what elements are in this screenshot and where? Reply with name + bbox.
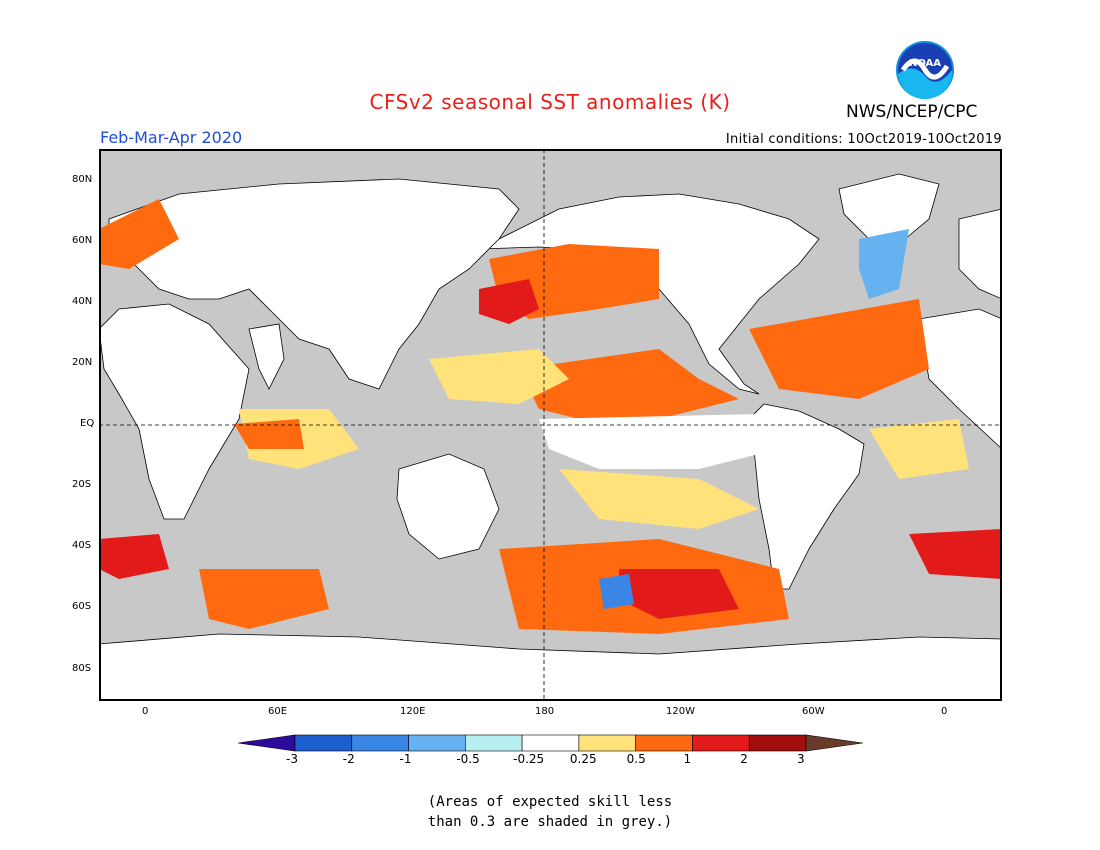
lat-label-80s: 80S bbox=[72, 663, 92, 674]
colorbar-tick-label: 1 bbox=[683, 752, 692, 766]
antarctica bbox=[99, 633, 1002, 701]
patch-eq-pacific-warm bbox=[519, 349, 739, 419]
africa-right bbox=[918, 308, 1002, 450]
patch-s-indian-warm bbox=[199, 569, 329, 629]
patch-subtrop-pacific-yellow bbox=[429, 349, 569, 404]
lon-label-60w: 60W bbox=[802, 706, 825, 717]
lon-label-60e: 60E bbox=[268, 706, 288, 717]
forecast-period: Feb-Mar-Apr 2020 bbox=[100, 128, 243, 147]
patch-se-atlantic-red bbox=[909, 529, 1002, 579]
patch-sw-atlantic-red bbox=[99, 534, 169, 579]
land-masses bbox=[99, 173, 1002, 701]
colorbar-segment bbox=[294, 734, 353, 752]
lon-label-180: 180 bbox=[535, 706, 555, 717]
colorbar-segment bbox=[635, 734, 693, 752]
lat-label-60n: 60N bbox=[72, 235, 93, 246]
colorbar-tick-label: 3 bbox=[797, 752, 805, 766]
india bbox=[248, 323, 285, 390]
colorbar-segment bbox=[748, 734, 807, 752]
chart-title: CFSv2 seasonal SST anomalies (K) bbox=[369, 90, 731, 114]
patch-atlantic-warm bbox=[749, 299, 929, 399]
skill-note: (Areas of expected skill less than 0.3 a… bbox=[0, 792, 1100, 832]
patch-indian-warm bbox=[234, 419, 304, 449]
europe-asia bbox=[108, 178, 520, 390]
lon-label-0: 0 bbox=[142, 706, 149, 717]
lon-label-120e: 120E bbox=[400, 706, 426, 717]
colorbar-segment bbox=[692, 734, 750, 752]
colorbar-segment bbox=[465, 734, 523, 752]
lat-label-40s: 40S bbox=[72, 540, 92, 551]
colorbar-tick-label: 0.5 bbox=[626, 752, 646, 766]
colorbar-tick-label: -0.5 bbox=[456, 752, 480, 766]
colorbar-tick-label: -2 bbox=[342, 752, 355, 766]
initial-conditions: Initial conditions: 10Oct2019-10Oct2019 bbox=[725, 132, 1002, 147]
lat-label-20s: 20S bbox=[72, 479, 92, 490]
europe-right bbox=[958, 208, 1002, 300]
patch-n-pacific-red bbox=[479, 279, 539, 324]
colorbar-tick-label: -1 bbox=[399, 752, 412, 766]
colorbar-tick-label: -0.25 bbox=[513, 752, 545, 766]
patch-s-ocean-red bbox=[619, 569, 739, 619]
africa bbox=[99, 303, 250, 520]
sst-anomaly-map bbox=[99, 149, 1002, 701]
anomaly-patches bbox=[99, 199, 1002, 634]
lon-label-0-east: 0 bbox=[941, 706, 948, 717]
map-frame bbox=[99, 149, 1002, 701]
south-america bbox=[748, 403, 865, 590]
lat-label-20n: 20N bbox=[72, 357, 93, 368]
colorbar-segment bbox=[521, 734, 580, 752]
lat-label-80n: 80N bbox=[72, 174, 93, 185]
colorbar-segment bbox=[408, 734, 466, 752]
patch-s-pacific-yellow bbox=[559, 469, 759, 529]
skill-note-line1: (Areas of expected skill less bbox=[427, 794, 673, 810]
colorbar-right-arrow bbox=[805, 734, 863, 752]
colorbar-segment bbox=[351, 734, 409, 752]
greenland bbox=[838, 173, 940, 245]
patch-nw-europe-warm bbox=[99, 199, 179, 269]
lon-label-120w: 120W bbox=[666, 706, 695, 717]
colorbar bbox=[238, 734, 863, 752]
colorbar-tick-label: -3 bbox=[286, 752, 298, 766]
colorbar-left-arrow bbox=[238, 734, 296, 752]
patch-s-atlantic-yellow bbox=[869, 419, 969, 479]
australia bbox=[396, 453, 500, 560]
noaa-logo: NOAA bbox=[896, 41, 954, 100]
patch-s-ocean-blue bbox=[599, 574, 634, 609]
lat-label-60s: 60S bbox=[72, 601, 92, 612]
organization-label: NWS/NCEP/CPC bbox=[846, 102, 978, 122]
lat-label-40n: 40N bbox=[72, 296, 93, 307]
lat-label-eq: EQ bbox=[80, 418, 95, 429]
logo-text: NOAA bbox=[909, 58, 941, 69]
colorbar-tick-label: 2 bbox=[740, 752, 748, 766]
colorbar-segment bbox=[578, 734, 636, 752]
colorbar-tick-label: 0.25 bbox=[569, 752, 597, 766]
patch-n-atlantic-blue bbox=[859, 229, 909, 299]
patch-eq-white bbox=[539, 414, 779, 469]
skill-note-line2: than 0.3 are shaded in grey.) bbox=[427, 814, 673, 830]
